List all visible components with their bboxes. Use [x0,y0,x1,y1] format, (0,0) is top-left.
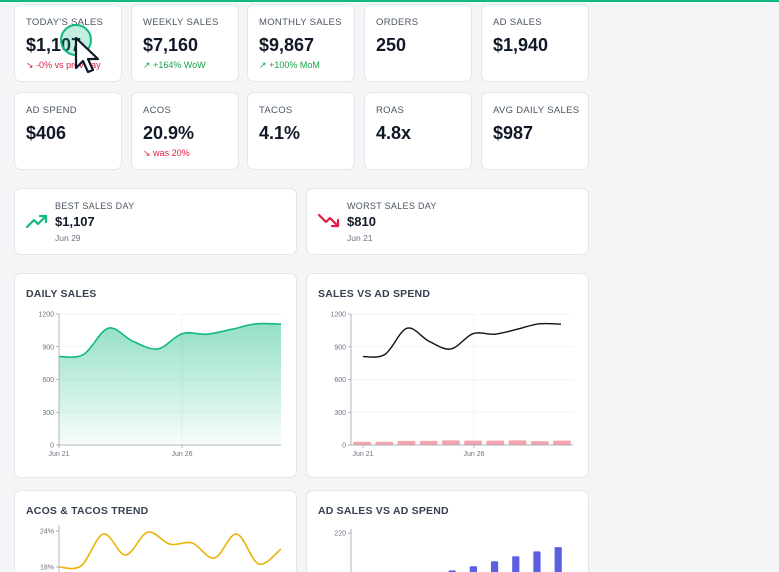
kpi-value: 4.8x [376,123,412,143]
ad-sales-bar [469,566,477,572]
y-tick-label: 0 [50,443,54,450]
kpi-value: 20.9% [143,123,195,143]
best-sales-day-card[interactable]: BEST SALES DAY $1,107 Jun 29 [14,188,297,255]
ad-sales-bar [533,551,541,572]
worst-sales-day-card[interactable]: WORST SALES DAY $810 Jun 21 [306,188,589,255]
acos-tacos-chart-card[interactable]: ACOS & TACOS TREND 18% 24% [14,490,297,572]
daily-sales-chart: 0 300 600 900 1200 Jun 21 Jun 26 [38,312,282,458]
ad-spend-bar [397,440,416,445]
kpi-delta: ↘ -0% vs prev day [26,60,101,70]
kpi-label: AD SALES [493,17,542,28]
kpi-label: MONTHLY SALES [259,17,342,28]
area-fill [59,323,281,445]
kpi-card-ad-spend[interactable]: AD SPEND $406 [14,92,122,170]
kpi-delta: ↗ +100% MoM [259,60,320,70]
ad-sales-bar [554,547,562,572]
kpi-card-acos[interactable]: ACOS 20.9% ↘ was 20% [131,92,239,170]
chart-title: SALES VS AD SPEND [318,288,431,300]
ad-spend-bar [375,441,394,445]
kpi-label: AVG DAILY SALES [493,105,580,116]
ad-spend-bar [553,440,571,445]
y-tick-label: 600 [334,377,346,384]
trend-up-arrow-icon: ↗ [143,60,151,70]
y-tick-label: 220 [334,531,346,538]
kpi-label: ROAS [376,105,405,116]
kpi-label: TACOS [259,105,293,116]
ad-spend-bar [486,440,505,445]
kpi-value: $7,160 [143,35,199,55]
trending-up-icon [25,214,48,229]
x-tick-label: Jun 26 [171,451,192,458]
kpi-label: WEEKLY SALES [143,17,219,28]
ad-spend-bar [442,440,460,445]
worst-day-date: Jun 21 [347,233,373,243]
best-day-value: $1,107 [55,214,95,229]
kpi-label: ACOS [143,105,172,116]
kpi-value: $987 [493,123,534,143]
kpi-value: $406 [26,123,67,143]
ad-spend-bar [419,440,438,445]
ad-sales-vs-ad-spend-chart: 165220 [334,529,562,572]
y-tick-label: 300 [334,410,346,417]
ad-spend-bar [508,440,527,445]
kpi-card-monthly-sales[interactable]: MONTHLY SALES $9,867 ↗ +100% MoM [247,4,355,82]
y-tick-label: 24% [40,529,54,536]
sales-vs-ad-spend-chart: 0 300 600 900 1200 Jun 21 Jun 26 [330,312,573,458]
y-tick-label: 900 [42,344,54,351]
kpi-card-ad-sales[interactable]: AD SALES $1,940 [481,4,589,82]
kpi-value: 4.1% [259,123,301,143]
kpi-label: TODAY'S SALES [26,17,104,28]
ad-sales-bar [512,556,520,572]
ad-spend-bar [464,440,482,445]
kpi-label: AD SPEND [26,105,77,116]
kpi-value: $1,940 [493,35,549,55]
kpi-delta: ↗ +164% WoW [143,60,206,70]
daily-sales-chart-card[interactable]: DAILY SALES 0 300 600 900 1200 Jun 21 Jun 26 [14,273,297,478]
chart-title: ACOS & TACOS TREND [26,505,149,517]
trend-up-arrow-icon: ↗ [259,60,267,70]
acos-series-line [58,531,282,570]
worst-day-value: $810 [347,214,376,229]
chart-title: AD SALES VS AD SPEND [318,505,449,517]
y-tick-label: 1200 [330,312,346,319]
kpi-value: $1,107 [26,35,82,55]
y-tick-label: 900 [334,344,346,351]
daily-sales-series-line [58,322,282,358]
y-tick-label: 0 [342,443,346,450]
x-tick-label: Jun 21 [48,451,69,458]
acos-tacos-chart: 18% 24% [40,525,282,572]
best-day-label: BEST SALES DAY [55,201,135,211]
kpi-card-roas[interactable]: ROAS 4.8x [364,92,472,170]
kpi-card-weekly-sales[interactable]: WEEKLY SALES $7,160 ↗ +164% WoW [131,4,239,82]
x-tick-label: Jun 26 [463,451,484,458]
y-tick-label: 300 [42,410,54,417]
sales-vs-ad-spend-chart-card[interactable]: SALES VS AD SPEND 0 300 600 900 1200 Jun 21 Ju… [306,273,589,478]
y-tick-label: 1200 [38,312,54,319]
kpi-card-avg-daily-sales[interactable]: AVG DAILY SALES $987 [481,92,589,170]
ad-spend-bar [353,441,371,445]
kpi-card-todays-sales[interactable]: TODAY'S SALES $1,107 ↘ -0% vs prev day [14,4,122,82]
kpi-label: ORDERS [376,17,419,28]
kpi-card-orders[interactable]: ORDERS 250 [364,4,472,82]
best-day-date: Jun 29 [55,233,81,243]
kpi-card-tacos[interactable]: TACOS 4.1% [247,92,355,170]
kpi-value: $9,867 [259,35,315,55]
ad-spend-bar [530,441,549,445]
ad-sales-bar [490,561,499,572]
trending-down-icon [317,213,340,228]
y-tick-label: 600 [42,377,54,384]
ad-sales-vs-ad-spend-chart-card[interactable]: AD SALES VS AD SPEND 165220 [306,490,589,572]
kpi-delta: ↘ was 20% [143,148,190,158]
kpi-value: 250 [376,35,407,55]
trend-down-arrow-icon: ↘ [143,148,151,158]
top-accent-bar [0,0,779,2]
chart-title: DAILY SALES [26,288,97,300]
sales-series-line [362,322,562,358]
y-tick-label: 18% [40,565,54,572]
trend-down-arrow-icon: ↘ [26,60,34,70]
worst-day-label: WORST SALES DAY [347,201,437,211]
x-tick-label: Jun 21 [352,451,373,458]
